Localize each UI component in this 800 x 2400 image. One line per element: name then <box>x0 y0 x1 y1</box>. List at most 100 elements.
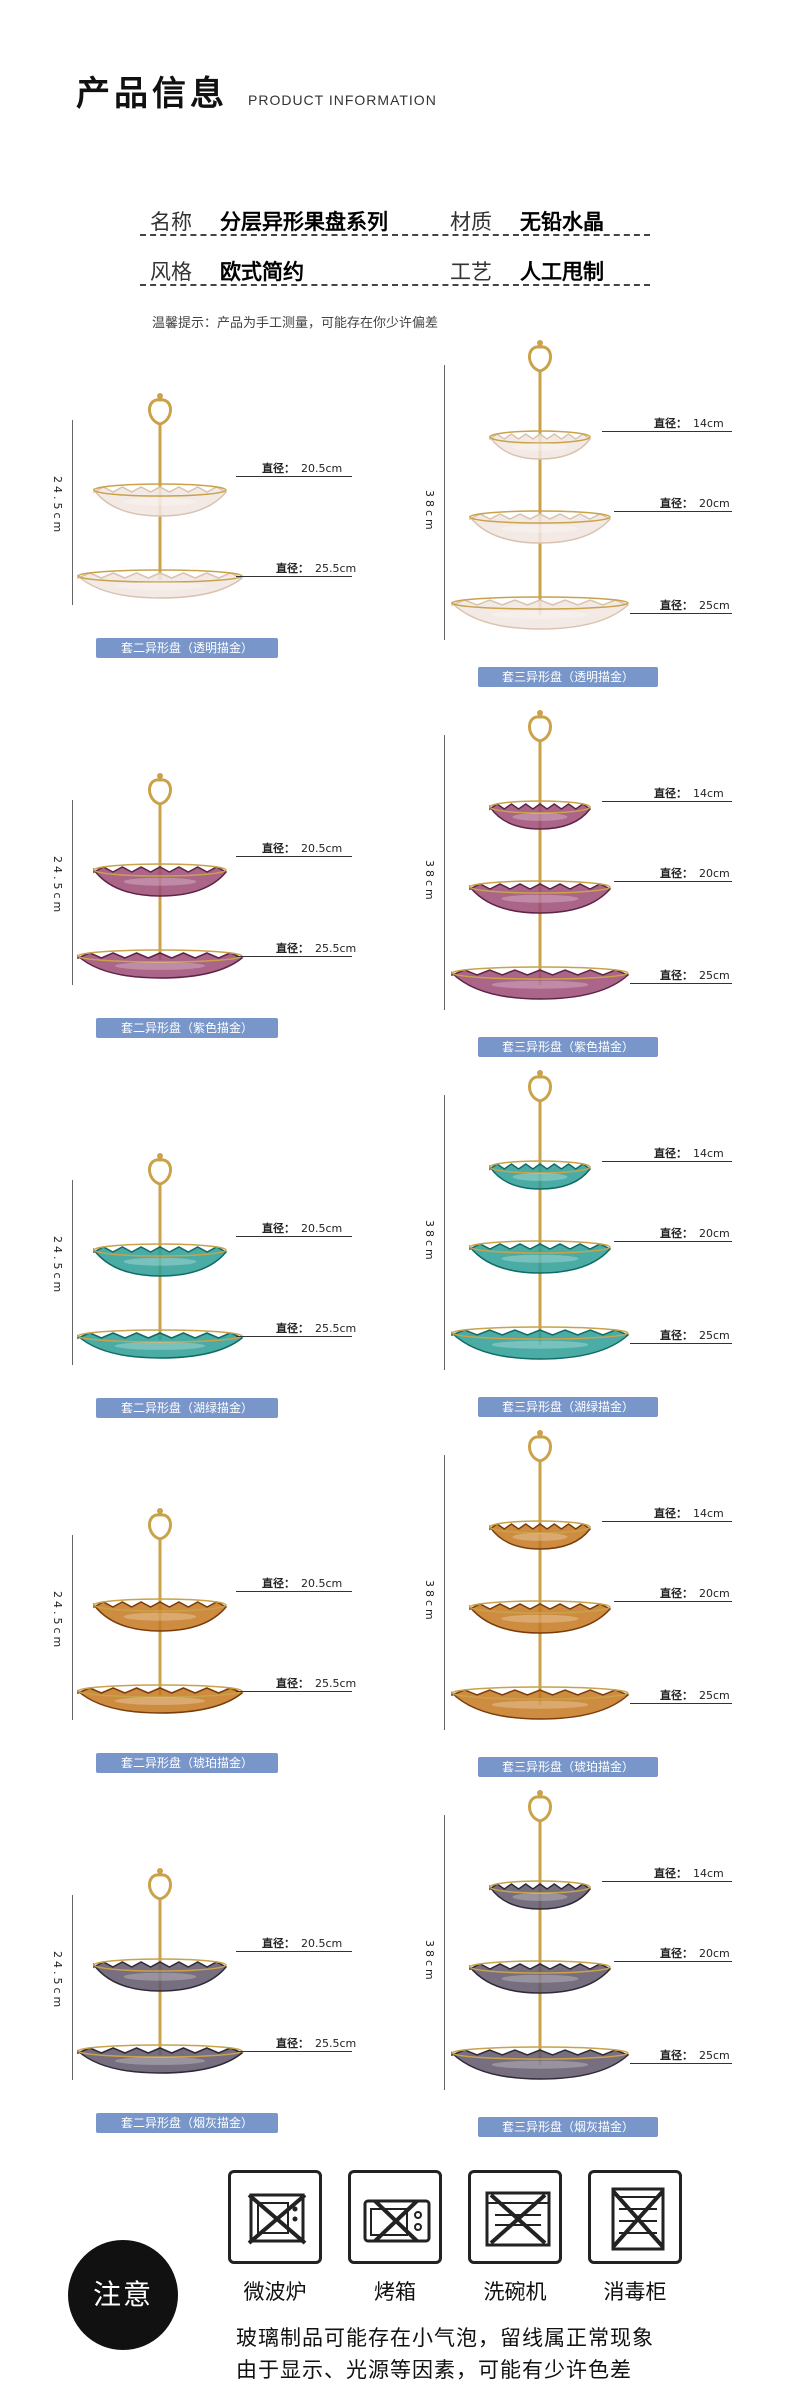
diameter-label: 直径： 25.5cm <box>276 1675 356 1691</box>
diameter-value: 25cm <box>699 1689 730 1702</box>
caption-three-tier: 套三异形盘（紫色描金） <box>478 1037 658 1057</box>
microwave-item: 微波炉 <box>228 2170 322 2306</box>
diameter-value: 25cm <box>699 2049 730 2062</box>
height-line <box>444 1815 445 2090</box>
top-plate <box>489 800 592 830</box>
leader-line <box>236 1236 352 1237</box>
diameter-value: 25cm <box>699 1329 730 1342</box>
diameter-key: 直径： <box>660 497 693 510</box>
height-line <box>444 735 445 1010</box>
diameter-key: 直径： <box>276 2037 309 2050</box>
leader-line <box>236 1591 352 1592</box>
diameter-key: 直径： <box>660 1227 693 1240</box>
diameter-label: 直径： 20cm <box>660 1945 730 1961</box>
height-line <box>72 1535 73 1720</box>
leader-line <box>236 1951 352 1952</box>
middle-plate <box>469 1960 612 1994</box>
diameter-value: 14cm <box>693 1867 724 1880</box>
bottom-plate <box>451 1326 630 1360</box>
top-plate <box>93 863 228 897</box>
microwave-label: 微波炉 <box>243 2280 307 2304</box>
middle-plate <box>469 1600 612 1634</box>
top-plate <box>93 1598 228 1632</box>
dishwasher-item: 洗碗机 <box>468 2170 562 2306</box>
name-label: 名称 <box>150 210 192 234</box>
diameter-label: 直径： 25cm <box>660 1687 730 1703</box>
diameter-key: 直径： <box>660 969 693 982</box>
notice-line-1: 玻璃制品可能存在小气泡，留线属正常现象 <box>236 2326 654 2350</box>
diameter-key: 直径： <box>262 1222 295 1235</box>
gold-handle <box>148 393 172 426</box>
diameter-value: 14cm <box>693 787 724 800</box>
page-header: 产品信息 PRODUCT INFORMATION <box>76 66 437 115</box>
diameter-value: 25.5cm <box>315 1677 357 1690</box>
caption-two-tier: 套二异形盘（烟灰描金） <box>96 2113 278 2133</box>
diameter-key: 直径： <box>262 1937 295 1950</box>
craft-value: 人工甩制 <box>520 260 604 284</box>
spec-divider <box>140 234 650 236</box>
diameter-value: 20.5cm <box>301 1937 343 1950</box>
caption-two-tier: 套二异形盘（湖绿描金） <box>96 1398 278 1418</box>
diameter-label: 直径： 20.5cm <box>262 840 342 856</box>
diameter-value: 20.5cm <box>301 1222 343 1235</box>
bottom-plate <box>77 569 244 599</box>
diameter-key: 直径： <box>654 417 687 430</box>
oven-icon <box>348 2170 442 2264</box>
gold-handle <box>528 340 552 373</box>
diameter-label: 直径： 20.5cm <box>262 1935 342 1951</box>
dishwasher-icon <box>468 2170 562 2264</box>
leader-line <box>236 2051 352 2052</box>
diameter-key: 直径： <box>262 842 295 855</box>
diameter-key: 直径： <box>276 1677 309 1690</box>
leader-line <box>614 1961 732 1962</box>
height-line <box>444 1455 445 1730</box>
diameter-value: 25.5cm <box>315 942 357 955</box>
oven-item: 烤箱 <box>348 2170 442 2306</box>
diameter-key: 直径： <box>660 867 693 880</box>
leader-line <box>602 1161 732 1162</box>
diameter-label: 直径： 20cm <box>660 1585 730 1601</box>
gold-handle <box>148 773 172 806</box>
diameter-value: 25.5cm <box>315 2037 357 2050</box>
diameter-value: 20cm <box>699 1947 730 1960</box>
diameter-key: 直径： <box>276 562 309 575</box>
diameter-label: 直径： 14cm <box>654 415 724 431</box>
caption-three-tier: 套三异形盘（烟灰描金） <box>478 2117 658 2137</box>
diameter-value: 25cm <box>699 969 730 982</box>
leader-line <box>236 576 352 577</box>
page-title-en: PRODUCT INFORMATION <box>248 92 437 108</box>
diameter-label: 直径： 14cm <box>654 1145 724 1161</box>
top-plate <box>489 1160 592 1190</box>
leader-line <box>236 956 352 957</box>
diameter-label: 直径： 20cm <box>660 1225 730 1241</box>
diameter-key: 直径： <box>660 1947 693 1960</box>
top-plate <box>93 1243 228 1277</box>
diameter-value: 20.5cm <box>301 462 343 475</box>
leader-line <box>630 1703 732 1704</box>
sterilizer-label: 消毒柜 <box>603 2280 667 2304</box>
bottom-plate <box>451 596 630 630</box>
leader-line <box>602 1521 732 1522</box>
bottom-plate <box>451 966 630 1000</box>
leader-line <box>236 856 352 857</box>
diameter-key: 直径： <box>262 1577 295 1590</box>
notice-line-2: 由于显示、光源等因素，可能有少许色差 <box>236 2358 632 2382</box>
leader-line <box>614 1601 732 1602</box>
caption-two-tier: 套二异形盘（紫色描金） <box>96 1018 278 1038</box>
diameter-value: 20.5cm <box>301 842 343 855</box>
material-label: 材质 <box>450 210 492 234</box>
diameter-label: 直径： 25cm <box>660 597 730 613</box>
diameter-key: 直径： <box>276 1322 309 1335</box>
sterilizer-icon <box>588 2170 682 2264</box>
caption-three-tier: 套三异形盘（湖绿描金） <box>478 1397 658 1417</box>
top-plate <box>489 1520 592 1550</box>
diameter-key: 直径： <box>660 599 693 612</box>
height-line <box>72 1895 73 2080</box>
style-value: 欧式简约 <box>220 260 304 284</box>
diameter-value: 25.5cm <box>315 562 357 575</box>
